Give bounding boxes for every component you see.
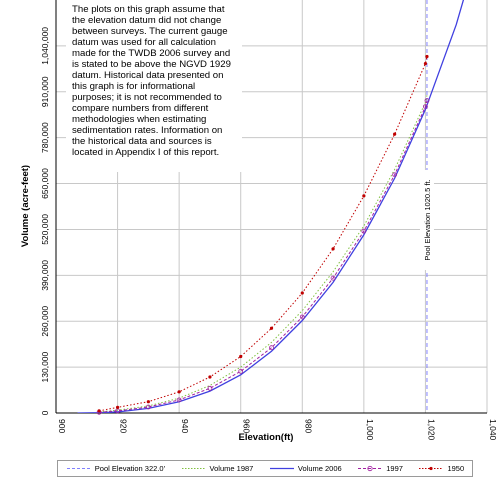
x-tick-label: 1,000: [365, 419, 375, 441]
y-tick-label: 520,000: [40, 214, 50, 245]
data-point-1997: [330, 275, 336, 281]
data-point-1997: [207, 385, 213, 391]
pool-elevation-marker: Pool Elevation 1020.5 ft.: [419, 0, 434, 413]
data-point-1997: [424, 98, 430, 104]
y-tick-label: 130,000: [40, 351, 50, 382]
legend-swatch-pool-elevation: [66, 468, 91, 469]
x-tick-label: 1,020: [426, 419, 436, 441]
data-point-1950: [177, 390, 181, 394]
legend-swatch-1950: [419, 466, 444, 471]
pool-elevation-label: Pool Elevation 1020.5 ft.: [423, 179, 432, 260]
data-point-1950: [146, 400, 150, 404]
data-point-1950: [97, 409, 101, 413]
data-point-1950: [269, 326, 274, 330]
legend-item-1997: 1997: [357, 464, 403, 473]
legend-swatch-volume-2006: [269, 467, 294, 470]
legend-label-pool-elevation: Pool Elevation 322.0': [94, 464, 165, 473]
data-point-1997: [299, 314, 305, 320]
y-tick-label: 390,000: [40, 260, 50, 291]
data-point-1950: [331, 247, 335, 251]
x-tick-label: 980: [303, 419, 313, 433]
x-tick-label: 940: [180, 419, 190, 433]
y-tick-labels: 0 130,000 260,000 390,000 520,000 650,000 780,…: [40, 27, 50, 416]
legend-swatch-volume-1987: [181, 468, 206, 469]
series-line-1997: [99, 100, 428, 413]
data-point-1997: [145, 404, 151, 410]
x-tick-label: 960: [242, 419, 252, 433]
x-tick-labels: 900 920 940 960 980 1,000 1,020 1,040: [57, 419, 498, 441]
legend-label-1950: 1950: [447, 464, 465, 473]
data-point-1997: [238, 368, 244, 374]
y-tick-label: 650,000: [40, 168, 50, 199]
data-point-1997: [361, 228, 367, 234]
x-tick-label: 900: [57, 419, 67, 433]
data-point-1997: [423, 104, 428, 110]
data-point-1950: [393, 132, 397, 136]
pool-elevation-label-bg: [419, 170, 434, 270]
data-point-1997: [392, 172, 398, 178]
y-axis-label: Volume (acre-feet): [20, 165, 31, 247]
data-point-1950: [208, 375, 212, 379]
x-tick-label: 920: [119, 419, 129, 433]
legend-swatch-1997: [358, 465, 383, 472]
x-tick-label: 1,040: [488, 419, 498, 441]
y-tick-label: 1,040,000: [40, 27, 50, 65]
legend-label-1997: 1997: [386, 464, 403, 473]
legend-item-volume-2006: Volume 2006: [269, 464, 342, 473]
data-point-1950: [115, 405, 120, 409]
series-line-volume-2006: [77, 0, 465, 413]
data-point-1950: [425, 54, 429, 59]
data-point-1950: [239, 354, 243, 359]
y-tick-label: 260,000: [40, 306, 50, 337]
legend-item-1950: 1950: [418, 464, 464, 473]
x-axis-label: Elevation(ft): [239, 432, 294, 443]
legend: Pool Elevation 322.0' Volume 1987 Volume…: [57, 460, 473, 477]
legend-label-volume-2006: Volume 2006: [297, 464, 342, 473]
data-point-1997: [269, 345, 274, 351]
series-line-volume-1987: [99, 95, 428, 413]
y-tick-label: 910,000: [40, 76, 50, 107]
data-point-1950: [362, 194, 366, 198]
y-tick-label: 780,000: [40, 122, 50, 153]
data-point-1950: [423, 61, 428, 66]
data-point-1997: [176, 397, 182, 403]
legend-item-pool-elevation: Pool Elevation 322.0': [66, 464, 165, 473]
series-group: [77, 0, 465, 415]
legend-label-volume-1987: Volume 1987: [209, 464, 254, 473]
data-point-1950: [300, 291, 304, 295]
y-tick-label: 0: [40, 410, 50, 415]
legend-item-volume-1987: Volume 1987: [181, 464, 254, 473]
annotation-note: The plots on this graph assume that the …: [66, 0, 242, 172]
